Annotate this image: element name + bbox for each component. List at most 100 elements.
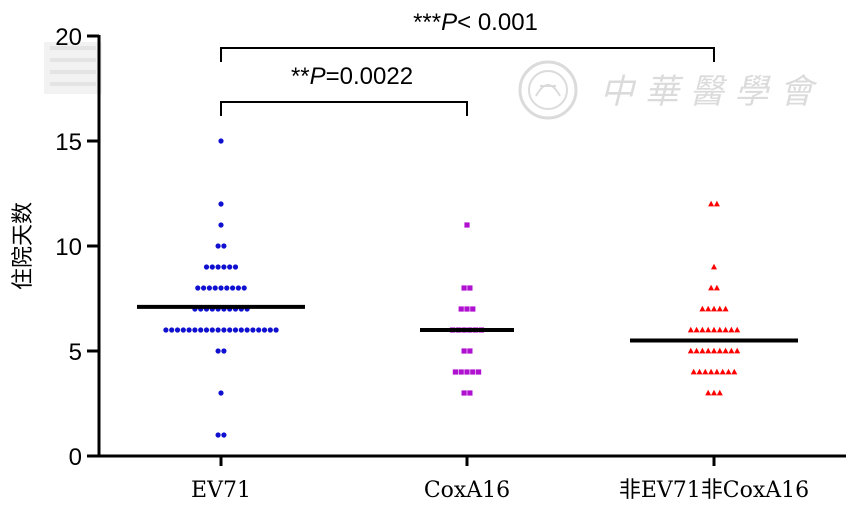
- data-point: [174, 327, 181, 333]
- data-point: [215, 264, 221, 270]
- data-point: [713, 368, 720, 375]
- data-point: [180, 327, 186, 333]
- svg-text:中 華 醫 學 會: 中 華 醫 學 會: [600, 72, 818, 112]
- data-point: [221, 243, 227, 249]
- y-tick-label: 20: [55, 24, 82, 51]
- data-point: [206, 285, 212, 291]
- data-points: [163, 138, 741, 438]
- data-point: [218, 222, 224, 228]
- data-point: [232, 264, 239, 270]
- data-point: [261, 327, 268, 333]
- data-point: [464, 369, 470, 375]
- x-tick-label: 非EV71非CoxA16: [619, 478, 809, 503]
- data-point: [716, 305, 723, 312]
- data-point: [212, 285, 218, 291]
- data-point: [696, 368, 703, 375]
- data-point: [711, 347, 717, 354]
- data-point: [227, 264, 233, 270]
- data-point: [221, 264, 227, 270]
- data-point: [221, 432, 227, 438]
- data-point: [699, 305, 706, 312]
- data-point: [711, 326, 717, 333]
- data-point: [711, 263, 717, 270]
- significance-bracket: [220, 101, 468, 116]
- data-point: [209, 327, 215, 333]
- data-point: [467, 285, 473, 291]
- data-point: [186, 327, 192, 333]
- data-point: [203, 264, 210, 270]
- data-point: [201, 285, 207, 291]
- data-point: [722, 347, 729, 354]
- data-point: [235, 285, 241, 291]
- data-point: [256, 327, 262, 333]
- data-point: [476, 369, 482, 375]
- data-point: [687, 326, 694, 333]
- data-point: [731, 368, 738, 375]
- data-point: [169, 327, 175, 333]
- data-point: [273, 327, 279, 333]
- data-point: [711, 389, 717, 396]
- data-point: [722, 326, 729, 333]
- data-point: [232, 327, 239, 333]
- scan-artifact: [44, 42, 102, 94]
- data-point: [708, 200, 715, 207]
- data-point: [458, 306, 464, 312]
- data-point: [458, 369, 464, 375]
- y-tick-label: 5: [69, 339, 82, 366]
- watermark-logo: 中 華 醫 學 會: [518, 60, 818, 120]
- y-tick-label: 15: [55, 129, 82, 156]
- data-point: [241, 285, 247, 291]
- data-point: [218, 201, 224, 207]
- data-point: [221, 327, 227, 333]
- data-point: [218, 138, 224, 144]
- data-point: [230, 285, 236, 291]
- data-point: [705, 347, 712, 354]
- data-point: [719, 368, 726, 375]
- data-point: [725, 368, 732, 375]
- data-point: [687, 347, 694, 354]
- data-point: [716, 347, 723, 354]
- data-point: [711, 305, 717, 312]
- data-point: [461, 390, 467, 396]
- data-point: [215, 243, 221, 249]
- data-point: [728, 347, 735, 354]
- data-point: [192, 327, 198, 333]
- data-point: [209, 264, 215, 270]
- data-point: [203, 327, 210, 333]
- data-point: [708, 284, 715, 291]
- data-point: [215, 348, 221, 354]
- data-point: [705, 305, 712, 312]
- data-point: [461, 285, 467, 291]
- data-point: [734, 347, 741, 354]
- data-point: [470, 306, 476, 312]
- data-point: [722, 305, 729, 312]
- y-tick-label: 0: [69, 444, 82, 471]
- data-point: [702, 368, 709, 375]
- data-point: [470, 369, 476, 375]
- axes: 0 5 10 15 20 EV71 CoxA16 非EV71非CoxA16: [55, 24, 846, 503]
- data-point: [215, 327, 221, 333]
- data-point: [708, 368, 715, 375]
- median-lines: [137, 304, 798, 343]
- data-point: [215, 432, 221, 438]
- data-point: [699, 326, 706, 333]
- data-point: [218, 285, 224, 291]
- data-point: [713, 200, 720, 207]
- significance-bracket: [220, 47, 715, 62]
- data-point: [693, 347, 700, 354]
- y-tick-label: 10: [55, 234, 82, 261]
- data-point: [705, 326, 712, 333]
- data-point: [713, 284, 720, 291]
- data-point: [195, 285, 201, 291]
- data-point: [705, 389, 712, 396]
- significance-label: **P=0.0022: [291, 63, 413, 90]
- significance-label: ***P< 0.001: [413, 9, 538, 36]
- data-point: [728, 326, 735, 333]
- data-point: [461, 348, 467, 354]
- data-point: [464, 306, 470, 312]
- x-tick-label: CoxA16: [424, 478, 510, 503]
- data-point: [224, 285, 230, 291]
- data-point: [163, 327, 169, 333]
- data-point: [250, 327, 256, 333]
